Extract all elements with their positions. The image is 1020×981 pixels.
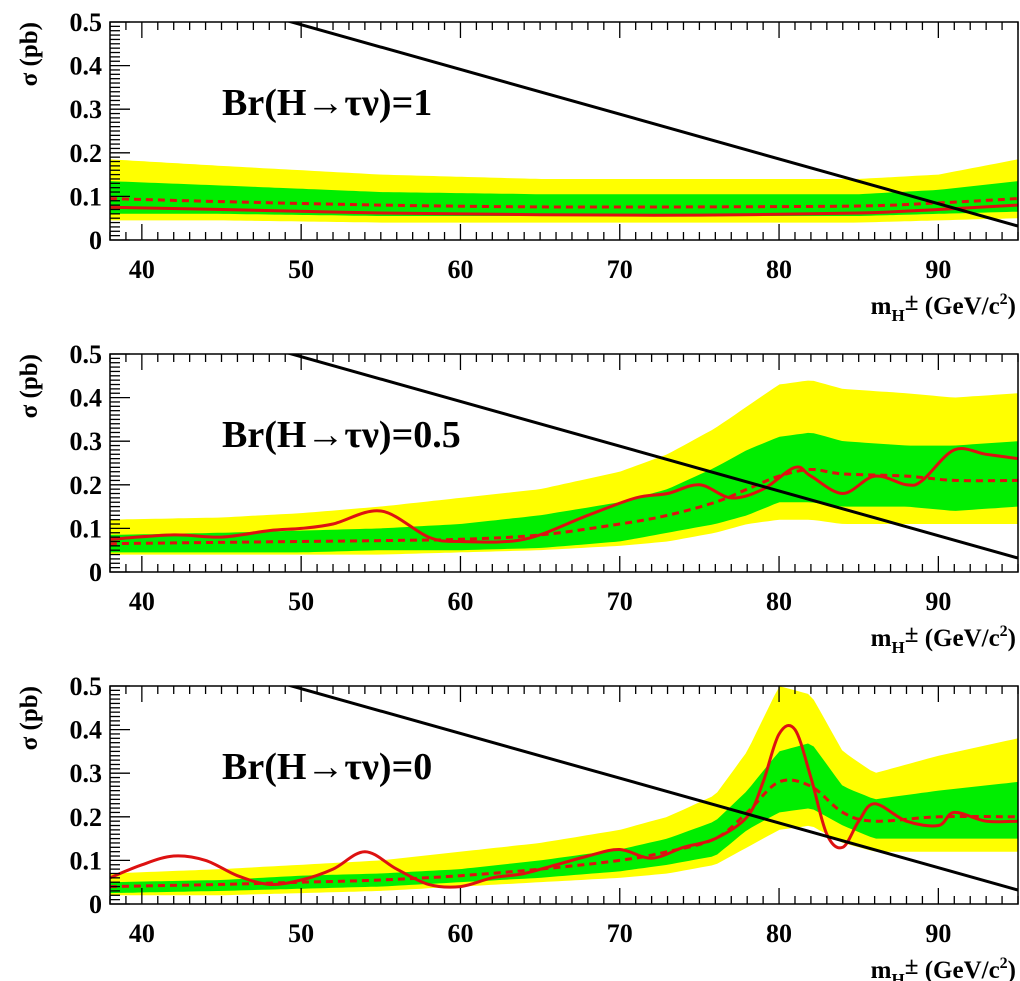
x-tick-label: 50 <box>288 587 314 616</box>
x-tick-label: 40 <box>129 919 155 948</box>
x-tick-label: 90 <box>925 255 951 284</box>
x-tick-label: 50 <box>288 255 314 284</box>
chart-panel-2: 40 50 60 70 80 90 0 0.1 0.2 0.3 0.4 0.5 Br(H→τν)=0.5… <box>16 340 1019 657</box>
theory-cross-section-line <box>286 354 1018 560</box>
y-tick-label: 0.3 <box>70 427 103 456</box>
x-tick-label: 70 <box>607 587 633 616</box>
x-axis-label-part: ± <box>905 953 919 980</box>
band-1sigma <box>110 432 1018 553</box>
x-tick-label: 80 <box>766 919 792 948</box>
x-axis-label-part: 2 <box>1000 955 1008 972</box>
x-tick-label: 80 <box>766 587 792 616</box>
x-axis-label: mH± (GeV/c2) <box>871 953 1016 981</box>
x-tick-label: 70 <box>607 919 633 948</box>
x-axis-label: mH± (GeV/c2) <box>871 621 1016 657</box>
observed-limit-line <box>110 723 1018 889</box>
x-axis-label-part: H <box>891 970 904 981</box>
theory-cross-section-line <box>286 22 1018 228</box>
x-axis-label-part: 2 <box>1000 291 1008 308</box>
y-axis-label: σ (pb) <box>16 354 43 418</box>
expected-limit-line <box>110 197 1018 209</box>
y-tick-label: 0 <box>89 890 102 919</box>
x-axis-label: mH± (GeV/c2) <box>871 289 1016 325</box>
y-tick-label: 0.4 <box>70 52 103 81</box>
x-axis-label-part: ) <box>1008 625 1016 652</box>
observed-limit-line <box>110 447 1018 544</box>
y-tick-label: 0.1 <box>70 182 103 211</box>
y-tick-label: 0.5 <box>70 8 103 37</box>
x-axis-label-part: ± <box>905 289 919 316</box>
x-axis-label-part: H <box>891 638 904 657</box>
y-tick-label: 0.1 <box>70 514 103 543</box>
x-tick-label: 60 <box>447 919 473 948</box>
band-2sigma <box>110 686 1018 896</box>
y-tick-label: 0.5 <box>70 340 103 369</box>
x-axis-label-part: 2 <box>1000 623 1008 640</box>
y-tick-label: 0 <box>89 226 102 255</box>
y-axis-label: σ (pb) <box>16 22 43 86</box>
branching-ratio-annotation: Br(H→τν)=1 <box>222 82 432 124</box>
x-tick-label: 60 <box>447 255 473 284</box>
y-axis-label: σ (pb) <box>16 686 43 750</box>
branching-ratio-annotation: Br(H→τν)=0.5 <box>222 414 461 456</box>
plot-area <box>110 22 1018 228</box>
band-2sigma <box>110 380 1018 555</box>
y-tick-label: 0.3 <box>70 95 103 124</box>
y-tick-label: 0.5 <box>70 672 103 701</box>
x-axis-label-part: m <box>871 957 892 981</box>
x-tick-label: 60 <box>447 587 473 616</box>
x-tick-label: 80 <box>766 255 792 284</box>
x-axis-label-part: H <box>891 306 904 325</box>
x-axis-label-part: (GeV/c <box>918 625 999 652</box>
x-axis-label-part: ) <box>1008 957 1016 981</box>
x-tick-label: 50 <box>288 919 314 948</box>
x-tick-label: 90 <box>925 919 951 948</box>
theory-cross-section-line <box>286 686 1018 892</box>
band-1sigma <box>110 743 1018 894</box>
y-tick-label: 0.2 <box>70 803 103 832</box>
y-tick-label: 0.2 <box>70 139 103 168</box>
plot-area <box>110 686 1018 896</box>
x-tick-label: 90 <box>925 587 951 616</box>
y-tick-label: 0.2 <box>70 471 103 500</box>
y-tick-label: 0.1 <box>70 846 103 875</box>
chart-panel-3: 40 50 60 70 80 90 0 0.1 0.2 0.3 0.4 0.5 Br(H→τν)=0 σ … <box>16 672 1019 981</box>
observed-limit-line <box>110 203 1018 217</box>
y-tick-label: 0.4 <box>70 384 103 413</box>
x-tick-label: 40 <box>129 255 155 284</box>
band-1sigma <box>110 181 1018 216</box>
x-tick-label: 40 <box>129 587 155 616</box>
branching-ratio-annotation: Br(H→τν)=0 <box>222 746 432 788</box>
x-axis-label-part: m <box>871 625 892 652</box>
x-axis-label-part: ± <box>905 621 919 648</box>
chart-panel-1: 40 50 60 70 80 90 0 0.1 0.2 0.3 0.4 0.5 Br(H→τν)=1 σ … <box>16 8 1019 325</box>
plot-area <box>110 354 1018 560</box>
expected-limit-line <box>110 467 1018 546</box>
x-axis-label-part: m <box>871 293 892 320</box>
y-tick-label: 0.4 <box>70 716 103 745</box>
x-axis-label-part: ) <box>1008 293 1016 320</box>
y-tick-label: 0.3 <box>70 759 103 788</box>
x-tick-label: 70 <box>607 255 633 284</box>
x-axis-label-part: (GeV/c <box>918 957 999 981</box>
x-axis-label-part: (GeV/c <box>918 293 999 320</box>
y-tick-label: 0 <box>89 558 102 587</box>
